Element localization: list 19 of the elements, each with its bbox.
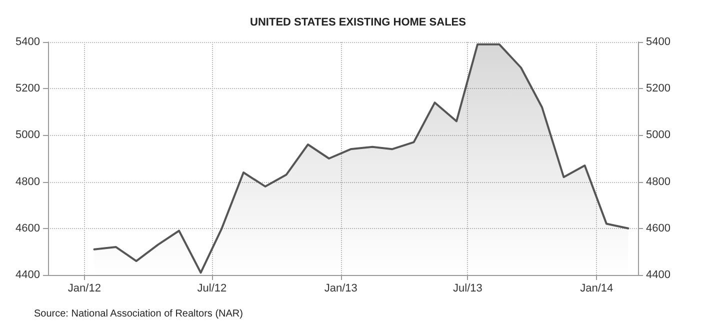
y2-tick-label: 5000 (646, 129, 670, 142)
x-tick-label: Jan/12 (68, 282, 101, 294)
y2-tick-label: 4800 (646, 176, 670, 188)
y-tick-label: 5400 (16, 36, 40, 48)
x-tick-label: Jan/14 (580, 282, 614, 294)
source-note: Source: National Association of Realtors (NAR) (34, 308, 243, 320)
y2-tick-label: 4600 (646, 222, 670, 234)
y-tick-label: 4600 (16, 222, 40, 234)
y-tick-label: 4400 (16, 269, 40, 281)
y-tick-label: 4800 (16, 176, 40, 188)
x-tick-label: Jul/13 (453, 282, 482, 294)
y2-tick-label: 5200 (646, 82, 670, 95)
x-tick-label: Jul/12 (197, 282, 227, 294)
y2-tick-label: 5400 (646, 36, 670, 48)
y-tick-label: 5000 (16, 129, 40, 142)
x-tick-label: Jan/13 (324, 282, 358, 294)
y-tick-label: 5200 (16, 82, 40, 95)
y2-tick-label: 4400 (646, 269, 670, 281)
chart-title: UNITED STATES EXISTING HOME SALES (250, 16, 466, 28)
